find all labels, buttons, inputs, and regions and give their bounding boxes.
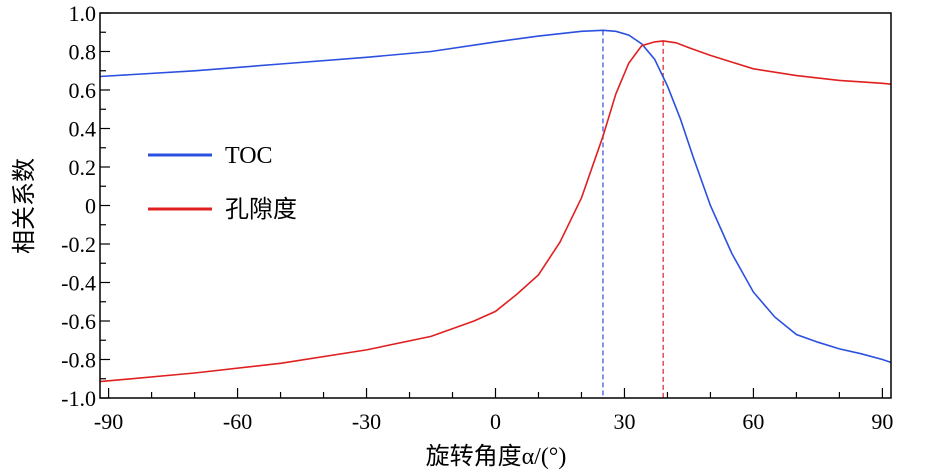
series-lines [99, 29, 892, 383]
series-line-1 [99, 40, 892, 383]
x-tick-label: -60 [223, 409, 252, 434]
plot-frame [99, 12, 892, 399]
series-line-0 [99, 29, 892, 364]
x-tick-label: -90 [94, 409, 123, 434]
legend: TOC 孔隙度 [148, 143, 297, 223]
y-axis-title: 相关系数 [11, 158, 38, 254]
y-tick-label: 0.2 [69, 155, 97, 180]
x-tick-label: 30 [613, 409, 635, 434]
x-tick-labels: -90 -60 -30 0 30 60 90 [94, 409, 893, 434]
y-tick-label: 0.4 [69, 117, 97, 142]
x-tick-label: 90 [871, 409, 893, 434]
y-tick-label: 0.6 [69, 78, 97, 103]
y-tick-label: -0.8 [61, 348, 96, 373]
x-tick-label: 0 [490, 409, 501, 434]
y-tick-label: 1.0 [69, 1, 97, 26]
x-tick-label: 60 [742, 409, 764, 434]
y-tick-labels: 1.0 0.8 0.6 0.4 0.2 0 -0.2 -0.4 -0.6 -0.8 -1.0 [61, 1, 96, 411]
vertical-markers [602, 30, 664, 398]
y-tick-label: -1.0 [61, 386, 96, 411]
legend-label-toc: TOC [225, 143, 273, 169]
y-tick-label: -0.6 [61, 309, 96, 334]
legend-label-porosity: 孔隙度 [225, 196, 297, 223]
x-tick-label: -30 [352, 409, 381, 434]
x-axis-title: 旋转角度α/(°) [426, 443, 567, 470]
y-tick-label: 0.8 [69, 40, 97, 65]
y-tick-label: -0.4 [61, 271, 96, 296]
y-tick-label: -0.2 [61, 232, 96, 257]
y-tick-label: 0 [85, 194, 96, 219]
axis-ticks [100, 12, 884, 399]
